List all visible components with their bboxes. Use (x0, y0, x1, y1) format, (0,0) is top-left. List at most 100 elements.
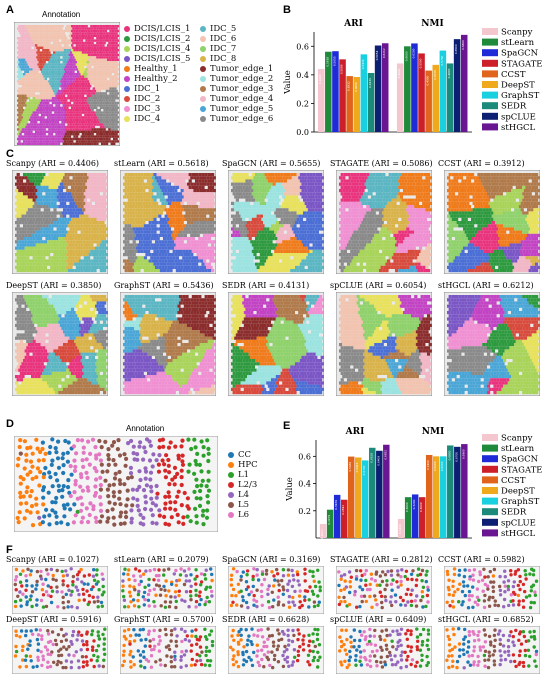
bar-value-label: 0.5086 (340, 64, 344, 74)
bar (453, 39, 461, 132)
bar (367, 72, 375, 132)
legend-item: Tumor_edge_4 (200, 94, 273, 104)
legend-label: IDC_5 (210, 24, 237, 34)
legend-label: GraphST (501, 497, 540, 507)
legend-item: Healthy_1 (124, 64, 190, 74)
thumbnail-plot (336, 292, 432, 396)
panel-label-e: E (283, 420, 291, 432)
legend-label: Tumor_edge_6 (210, 114, 274, 124)
bar (425, 70, 432, 132)
bar-value-label: 0.5436 (361, 59, 365, 69)
y-tick-label: 0.6 (296, 42, 309, 51)
legend-label: DCIS/LCIS_4 (134, 44, 191, 54)
legend-swatch (482, 444, 498, 452)
legend-swatch (482, 487, 498, 494)
legend-label: Scanpy (501, 434, 533, 444)
thumbnail-plot (120, 292, 216, 396)
bar (319, 524, 327, 538)
legend-swatch (228, 512, 234, 518)
legend-label: stHGCL (501, 123, 535, 133)
legend-label: Tumor_edge_1 (210, 64, 274, 74)
thumbnail-title: DeepST (ARI = 0.3850) (6, 281, 102, 290)
bar (440, 456, 447, 538)
panel-a-legend-col1: DCIS/LCIS_1 DCIS/LCIS_2 DCIS/LCIS_4 DCIS/LC… (124, 24, 190, 124)
legend-swatch (482, 91, 498, 99)
panel-a-legend-col2: IDC_5 IDC_6 IDC_7 IDC_8 Tumor_edge_1 Tumor_ed… (200, 24, 273, 124)
spatial-spots (13, 567, 106, 610)
thumbnail-title: STAGATE (ARI = 0.2812) (330, 555, 433, 564)
legend-label: stLearn (501, 444, 535, 454)
thumbnail-plot (444, 566, 540, 614)
spatial-spots (229, 627, 322, 670)
bar-value-label: 0.4800 (447, 68, 451, 78)
bar (340, 499, 348, 538)
y-tick-label: 0.2 (296, 99, 309, 108)
legend-swatch (482, 70, 498, 78)
bar (460, 34, 468, 132)
bar-value-label: 0.5618 (325, 57, 329, 67)
legend-swatch (228, 462, 234, 468)
bar (369, 447, 376, 538)
bar (411, 494, 419, 538)
legend-label: CCST (501, 70, 526, 80)
bar-value-label: 0.5700 (362, 465, 366, 475)
thumbnail-title: stHGCL (ARI = 0.6852) (438, 615, 534, 624)
legend-swatch (200, 96, 206, 102)
bar-value-label: 0.5916 (355, 462, 359, 472)
legend-swatch (482, 102, 498, 110)
legend-swatch (200, 66, 206, 72)
category-label: NMI (422, 427, 444, 437)
bar-value-label: 0.3850 (354, 82, 358, 92)
thumbnail-plot (228, 566, 324, 614)
panel-label-a: A (6, 4, 14, 16)
spatial-spots (121, 627, 215, 670)
spatial-spots (17, 25, 119, 145)
thumbnail-plot (120, 566, 216, 614)
legend-label: DCIS/LCIS_2 (134, 34, 191, 44)
bar-value-label: 0.3000 (419, 502, 423, 512)
bar (432, 64, 440, 132)
bar (446, 63, 454, 132)
legend-swatch (482, 465, 498, 473)
legend-label: IDC_3 (134, 104, 161, 114)
legend-item: IDC_4 (124, 114, 190, 124)
bar-value-label: 0.6000 (440, 461, 444, 471)
legend-swatch (482, 38, 498, 46)
legend-label: spCLUE (501, 518, 536, 528)
legend-swatch (482, 123, 498, 131)
bar-value-label: 0.6628 (369, 453, 373, 463)
legend-item: L1 (228, 470, 258, 480)
bar-value-label: 0.4406 (318, 74, 322, 84)
bar (355, 457, 362, 538)
spatial-spots (338, 627, 431, 670)
bar (447, 445, 454, 538)
bar (404, 46, 411, 132)
panel-label-d: D (6, 418, 14, 430)
legend-label: spCLUE (501, 112, 536, 122)
bar (397, 518, 405, 538)
legend-swatch (482, 112, 498, 120)
legend-swatch (482, 28, 498, 35)
bar-value-label: 0.3200 (412, 499, 416, 509)
spatial-spots (123, 295, 216, 395)
thumbnail-title: CCST (ARI = 0.3912) (438, 159, 525, 168)
legend-label: DeepST (501, 487, 535, 497)
bar-value-label: 0.2812 (341, 505, 345, 515)
bar (333, 494, 341, 538)
thumbnail-title: DeepST (ARI = 0.5916) (6, 615, 102, 624)
legend-label: Healthy_2 (134, 74, 178, 84)
bar (346, 76, 353, 132)
legend-item: L6 (228, 510, 258, 520)
bar (439, 50, 447, 132)
bar-value-label: 0.4800 (397, 68, 401, 78)
legend-item: Tumor_edge_2 (200, 74, 273, 84)
thumbnail-title: stHGCL (ARI = 0.6212) (438, 281, 534, 290)
bar-value-label: 0.3000 (405, 502, 409, 512)
spatial-spots (339, 295, 432, 395)
thumbnail-title: spCLUE (ARI = 0.6054) (330, 281, 427, 290)
thumbnail-plot (12, 626, 108, 674)
bar (353, 77, 361, 132)
spatial-spots (15, 295, 108, 395)
thumbnail-plot (444, 626, 540, 674)
